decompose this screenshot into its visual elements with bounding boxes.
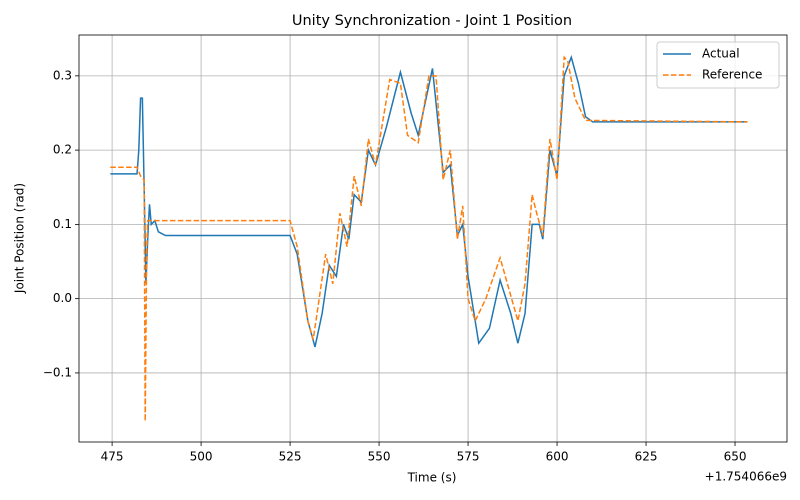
x-axis-label: Time (s): [407, 471, 457, 485]
x-tick-label: 550: [368, 450, 391, 464]
offset-text: +1.754066e9: [705, 470, 787, 484]
x-tick-label: 575: [457, 450, 480, 464]
plot-frame: [78, 34, 788, 443]
x-tick-label: 500: [190, 450, 213, 464]
y-tick-label: 0.1: [53, 217, 72, 231]
y-tick-label: 0.3: [53, 68, 72, 82]
y-tick-label: 0.0: [53, 291, 72, 305]
x-tick-label: 600: [546, 450, 569, 464]
x-tick-label: 625: [635, 450, 658, 464]
legend-label: Reference: [702, 68, 762, 82]
x-tick-label: 525: [279, 450, 302, 464]
y-tick-label: −0.1: [43, 365, 72, 379]
line-series: [110, 55, 748, 422]
x-tick-label: 475: [101, 450, 124, 464]
line-series: [110, 54, 748, 348]
y-axis-label: Joint Position (rad): [13, 183, 27, 294]
x-tick-label: 650: [724, 450, 747, 464]
chart-title: Unity Synchronization - Joint 1 Position: [292, 13, 572, 29]
y-tick-label: 0.2: [53, 143, 72, 157]
legend-label: Actual: [702, 47, 740, 61]
